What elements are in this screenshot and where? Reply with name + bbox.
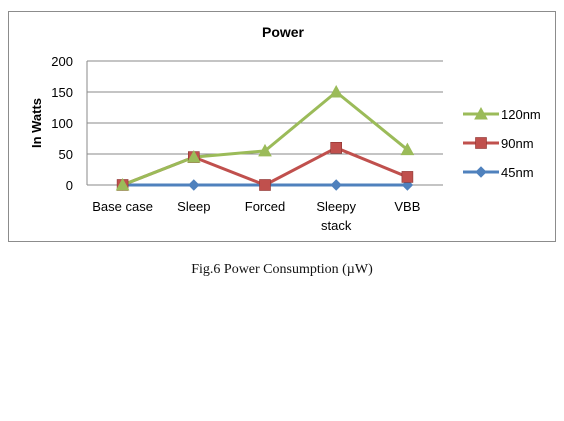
- figure-caption: Fig.6 Power Consumption (µW): [191, 262, 373, 277]
- y-tick-label: 100: [51, 116, 73, 131]
- point-90nm: [401, 171, 414, 183]
- legend-marker: [474, 106, 488, 120]
- power-chart: Power 0 50 100 150 200 In Watts Base case Sleep F…: [29, 24, 541, 233]
- point-120nm: [258, 143, 272, 157]
- point-45nm: [330, 179, 342, 191]
- point-120nm: [186, 150, 201, 163]
- x-tick-label: stack: [321, 218, 352, 233]
- point-120nm: [115, 177, 130, 191]
- point-90nm: [330, 142, 343, 154]
- chart-frame: [8, 11, 556, 242]
- point-120nm: [400, 142, 415, 156]
- x-tick-label: Sleepy: [316, 199, 356, 214]
- y-tick-label: 50: [59, 147, 73, 162]
- legend-marker: [475, 137, 487, 149]
- legend-label: 45nm: [501, 165, 534, 180]
- legend-label: 90nm: [501, 136, 534, 151]
- chart-title: Power: [262, 24, 305, 40]
- y-tick-label: 150: [51, 85, 73, 100]
- x-tick-label: VBB: [394, 199, 420, 214]
- y-axis-label: In Watts: [29, 98, 44, 148]
- x-tick-label: Sleep: [177, 199, 210, 214]
- x-tick-label: Forced: [245, 199, 285, 214]
- x-tick-label: Base case: [92, 199, 153, 214]
- point-90nm: [259, 179, 271, 191]
- y-tick-label: 0: [66, 178, 73, 193]
- legend-marker: [475, 166, 487, 178]
- y-tick-label: 200: [51, 54, 73, 69]
- point-45nm: [188, 179, 200, 191]
- point-120nm: [329, 84, 344, 98]
- series-line-120nm: [122, 90, 409, 187]
- legend-label: 120nm: [501, 107, 541, 122]
